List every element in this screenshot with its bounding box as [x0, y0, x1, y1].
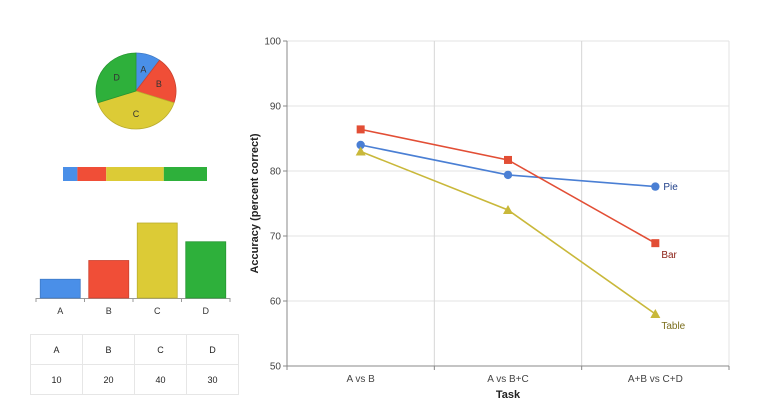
pie-slice-label: D — [113, 73, 120, 83]
data-table: A B C D 10 20 40 30 — [30, 334, 239, 395]
table-cell: 20 — [82, 364, 135, 395]
data-point — [503, 205, 513, 214]
chart-series: Pie Bar Table — [355, 125, 686, 332]
bar-category-label: D — [203, 306, 210, 316]
table-header-cell: D — [186, 334, 239, 365]
x-tick-label: A vs B — [346, 374, 375, 385]
y-tick-label: 50 — [270, 362, 282, 373]
table-header-cell: A — [30, 334, 83, 365]
chart-grid — [287, 40, 730, 367]
bar-category-label: A — [57, 306, 63, 316]
bar — [39, 278, 81, 299]
y-tick-label: 90 — [270, 102, 282, 113]
bar-chart: A B C D — [35, 222, 231, 316]
pie-slice-label: B — [156, 79, 162, 89]
y-tick-label: 100 — [264, 37, 281, 48]
pie-slice-label: A — [140, 64, 146, 74]
series-line — [360, 128, 656, 244]
series-line — [360, 144, 656, 188]
stacked-bar-chart — [63, 167, 207, 181]
data-point — [355, 146, 366, 156]
data-point — [504, 155, 512, 164]
table-header-cell: B — [82, 334, 135, 365]
data-point — [650, 309, 661, 318]
bar — [185, 241, 227, 299]
pie-slice-label: C — [133, 109, 140, 119]
table-header-row: A B C D — [30, 334, 239, 365]
y-tick-label: 80 — [270, 167, 282, 178]
stacked-segment — [106, 167, 164, 181]
pie-chart: AB C D — [95, 52, 177, 130]
data-point — [651, 182, 660, 191]
chart-axes: 50 60 70 80 90 100 A vs B A vs B+C A+B vs C+D — [264, 37, 730, 385]
series-label: Bar — [661, 250, 677, 261]
table-row: 10 20 40 30 — [30, 364, 239, 395]
series-label: Table — [661, 321, 685, 332]
x-tick-label: A+B vs C+D — [628, 374, 683, 385]
data-point — [503, 170, 513, 180]
series-label: Pie — [663, 182, 678, 193]
stacked-segment — [77, 167, 107, 181]
table-cell: 40 — [134, 364, 187, 395]
bar — [136, 222, 178, 299]
table-cell: 30 — [186, 364, 239, 395]
pie-slice — [95, 52, 137, 104]
bar-category-label: B — [106, 306, 112, 316]
bar-category-label: C — [154, 306, 161, 316]
x-axis-title: Task — [496, 389, 521, 401]
pie-slice — [97, 90, 175, 130]
y-tick-label: 70 — [270, 232, 282, 243]
series-line — [360, 150, 656, 315]
x-tick-label: A vs B+C — [487, 374, 528, 385]
data-point — [651, 239, 660, 248]
data-point — [356, 125, 365, 134]
stacked-segment — [63, 167, 78, 181]
data-point — [356, 140, 365, 150]
table-header-cell: C — [134, 334, 187, 365]
bar — [88, 260, 130, 299]
y-tick-label: 60 — [270, 297, 282, 308]
pie-slice — [135, 59, 177, 104]
stacked-segment — [163, 167, 207, 181]
table-cell: 10 — [30, 364, 83, 395]
